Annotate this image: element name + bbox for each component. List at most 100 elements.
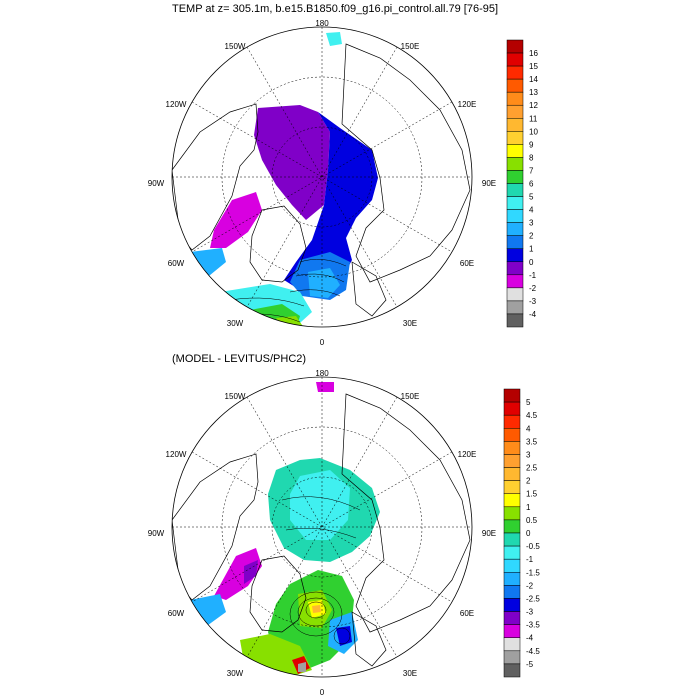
lon-label-120w: 120W [166, 100, 187, 109]
colorbar-swatch [503, 414, 521, 429]
colorbar-label: -2 [529, 284, 537, 293]
colorbar-swatch [503, 428, 521, 442]
colorbar-swatch [506, 261, 524, 276]
panel2-map: 180 150W 150E 120W 120E 90W 90E 60W 60E … [148, 369, 496, 697]
colorbar-swatch [506, 52, 524, 67]
colorbar-label: 5 [529, 193, 534, 202]
colorbar-label: -0.5 [526, 542, 540, 551]
field-blue-basin [284, 112, 378, 292]
coast2-eurasia [341, 393, 471, 633]
lon-label-90e: 90E [482, 179, 496, 188]
colorbar-swatch [506, 313, 524, 328]
field-atlantic-diff-grey [298, 662, 306, 672]
colorbar-swatch [503, 480, 521, 494]
colorbar-label: 6 [529, 180, 534, 189]
colorbar-label: 2 [526, 477, 531, 486]
colorbar-swatch [506, 157, 524, 171]
lon-label-0: 0 [320, 338, 325, 347]
lon2-label-30e: 30E [403, 669, 417, 678]
colorbar-label: 8 [529, 153, 534, 162]
colorbar-swatch [506, 222, 524, 236]
colorbar-label: -1 [526, 555, 534, 564]
colorbar-swatch [503, 532, 521, 547]
colorbar-swatch [503, 454, 521, 468]
colorbar-label: -2 [526, 581, 534, 590]
lon-label-30w: 30W [227, 319, 244, 328]
colorbar-swatch [503, 611, 521, 625]
colorbar-label: 3 [529, 219, 534, 228]
field-arctic-diff-light [290, 470, 350, 540]
colorbar-swatch [506, 118, 524, 132]
panel2-graticule [172, 377, 472, 677]
lon2-label-90w: 90W [148, 529, 165, 538]
coast-scandinavia [351, 261, 387, 317]
lon-label-60e: 60E [460, 259, 474, 268]
lon2-label-120e: 120E [458, 450, 477, 459]
colorbar-label: -5 [526, 660, 534, 669]
colorbar-label: 14 [529, 75, 538, 84]
colorbar-swatch [503, 493, 521, 508]
colorbar-label: 7 [529, 166, 534, 175]
colorbar-swatch [506, 196, 524, 210]
lon-label-150w: 150W [225, 42, 246, 51]
colorbar-label: 3 [526, 450, 531, 459]
panel1-title: TEMP at z= 305.1m, b.e15.B1850.f09_g16.p… [172, 3, 499, 15]
panel1-graticule [172, 27, 472, 327]
lon-label-120e: 120E [458, 100, 477, 109]
lon2-label-150e: 150E [401, 392, 420, 401]
colorbar-swatch [503, 598, 521, 612]
colorbar-label: 4 [529, 206, 534, 215]
colorbar-label: 11 [529, 114, 538, 123]
colorbar-swatch [506, 78, 524, 93]
colorbar-label: -3 [526, 608, 534, 617]
colorbar-label: 16 [529, 49, 538, 58]
colorbar-swatch [506, 65, 524, 80]
colorbar-swatch [503, 441, 521, 455]
lon-label-30e: 30E [403, 319, 417, 328]
colorbar-label: 10 [529, 127, 538, 136]
colorbar-label: -3 [529, 297, 537, 306]
colorbar-swatch [503, 545, 521, 560]
lon2-label-90e: 90E [482, 529, 496, 538]
coast-greenland [249, 205, 307, 283]
colorbar-swatch [506, 287, 524, 302]
colorbar-label: 2 [529, 232, 534, 241]
coast2-greenland [249, 555, 307, 633]
colorbar-label: 1.5 [526, 490, 538, 499]
colorbar-label: 2.5 [526, 464, 538, 473]
colorbar-swatch [503, 637, 521, 652]
colorbar-swatch [506, 104, 524, 119]
field-bering-diff [316, 382, 334, 392]
colorbar-swatch [506, 170, 524, 184]
colorbar-swatch [503, 624, 521, 638]
colorbar-swatch [503, 506, 521, 521]
colorbar-label: 5 [526, 398, 531, 407]
panel1-map: 180 150W 150E 120W 120E 90W 90E 60W 60E … [148, 19, 496, 347]
colorbar-swatch [506, 248, 524, 263]
lon-label-180: 180 [315, 19, 329, 28]
colorbar-label: 0.5 [526, 516, 538, 525]
lon2-label-180: 180 [315, 369, 329, 378]
colorbar-label: -2.5 [526, 594, 540, 603]
colorbar-swatch [506, 39, 524, 54]
colorbar-swatch [506, 91, 524, 106]
field-nordic-diff-orange [312, 605, 321, 613]
colorbar-swatch [503, 663, 521, 678]
colorbar-swatch [506, 183, 524, 197]
colorbar-label: 13 [529, 88, 538, 97]
panel2-title: (MODEL - LEVITUS/PHC2) [172, 353, 307, 365]
colorbar-label: -4 [526, 634, 534, 643]
colorbar-swatch [503, 388, 521, 403]
colorbar-swatch [506, 235, 524, 249]
coast2-scandinavia [351, 611, 387, 667]
colorbar-label: 4.5 [526, 411, 538, 420]
colorbar-label: -1 [529, 271, 537, 280]
colorbar-swatch [503, 585, 521, 599]
lon2-label-30w: 30W [227, 669, 244, 678]
field-bering [326, 32, 342, 46]
colorbar-swatch [503, 401, 521, 416]
colorbar-swatch [506, 209, 524, 223]
colorbar-swatch [503, 650, 521, 665]
colorbar-label: 0 [526, 529, 531, 538]
